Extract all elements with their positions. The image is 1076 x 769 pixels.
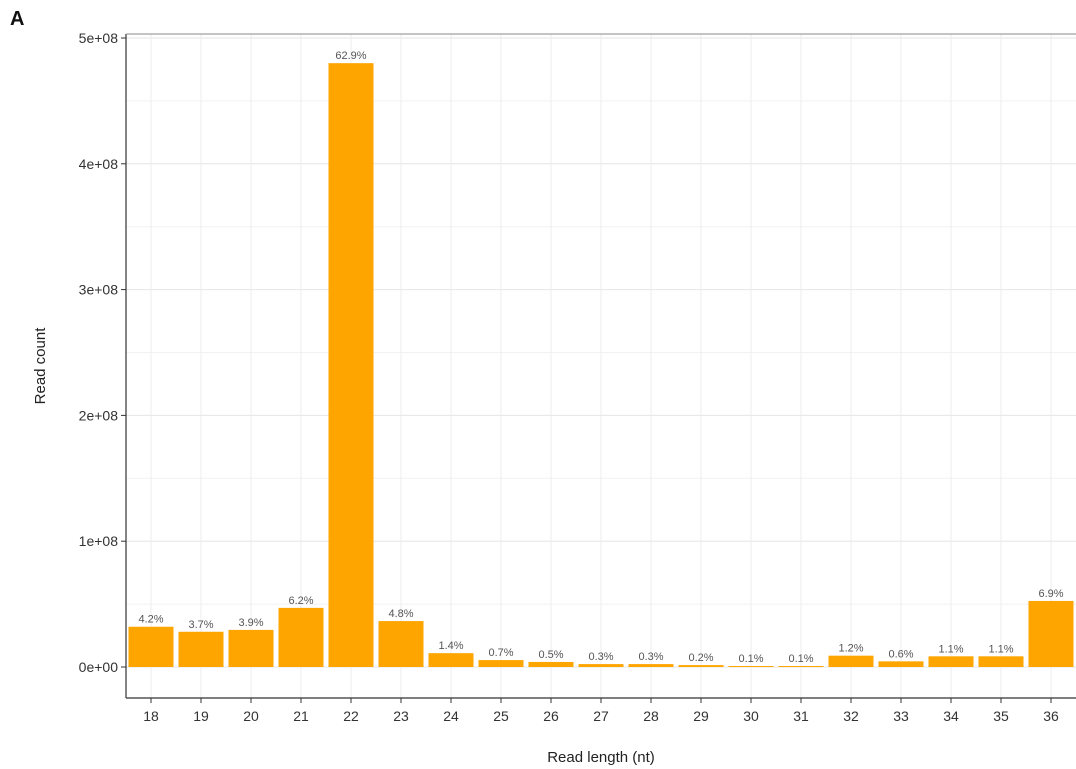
- data-label-22: 62.9%: [335, 50, 366, 62]
- bar-25: [478, 660, 524, 667]
- bar-29: [678, 665, 724, 667]
- bar-32: [828, 655, 874, 667]
- y-tick-label-5: 5e+08: [79, 30, 119, 46]
- bar-26: [528, 661, 574, 667]
- x-tick-label-23: 23: [393, 708, 409, 724]
- x-tick-label-33: 33: [893, 708, 909, 724]
- bar-34: [928, 656, 974, 667]
- bars: [128, 63, 1074, 668]
- data-label-23: 4.8%: [388, 608, 413, 620]
- x-tick-label-19: 19: [193, 708, 209, 724]
- bar-35: [978, 656, 1024, 667]
- data-label-19: 3.7%: [188, 619, 213, 631]
- data-label-20: 3.9%: [238, 617, 263, 629]
- y-tick-label-0: 0e+00: [79, 659, 119, 675]
- data-label-33: 0.6%: [888, 648, 913, 660]
- y-tick-label-1: 1e+08: [79, 533, 119, 549]
- x-tick-label-35: 35: [993, 708, 1009, 724]
- data-label-26: 0.5%: [538, 649, 563, 661]
- data-label-27: 0.3%: [588, 651, 613, 663]
- panel-label: A: [10, 8, 25, 30]
- x-tick-label-21: 21: [293, 708, 309, 724]
- x-tick-label-24: 24: [443, 708, 459, 724]
- data-label-35: 1.1%: [988, 643, 1013, 655]
- data-label-18: 4.2%: [138, 614, 163, 626]
- bar-21: [278, 607, 324, 667]
- y-tick-label-3: 3e+08: [79, 282, 119, 298]
- data-label-30: 0.1%: [738, 653, 763, 665]
- bar-20: [228, 629, 274, 667]
- x-tick-label-27: 27: [593, 708, 609, 724]
- x-tick-label-18: 18: [143, 708, 159, 724]
- x-tick-label-34: 34: [943, 708, 959, 724]
- data-label-32: 1.2%: [838, 643, 863, 655]
- bar-23: [378, 621, 424, 667]
- bar-33: [878, 661, 924, 667]
- data-label-21: 6.2%: [288, 595, 313, 607]
- data-label-34: 1.1%: [938, 643, 963, 655]
- data-label-29: 0.2%: [688, 652, 713, 664]
- x-tick-label-29: 29: [693, 708, 709, 724]
- x-tick-label-22: 22: [343, 708, 359, 724]
- axes: 18 19 20 21 22 23 24 25 26 27 28 29 30 31 32 33 34 35 36 0e…: [79, 30, 1076, 724]
- bar-24: [428, 653, 474, 667]
- x-tick-label-30: 30: [743, 708, 759, 724]
- x-tick-label-20: 20: [243, 708, 259, 724]
- bar-18: [128, 626, 174, 667]
- x-tick-label-31: 31: [793, 708, 809, 724]
- grid: [126, 34, 1076, 698]
- x-tick-label-26: 26: [543, 708, 559, 724]
- bar-28: [628, 664, 674, 667]
- bar-36: [1028, 600, 1074, 667]
- data-labels: 4.2% 3.7% 3.9% 6.2% 62.9% 4.8% 1.4% 0.7% 0.5% 0.3…: [138, 50, 1063, 665]
- bar-27: [578, 664, 624, 667]
- y-axis-title: Read count: [32, 327, 49, 405]
- bar-30: [728, 665, 774, 667]
- data-label-31: 0.1%: [788, 653, 813, 665]
- data-label-24: 1.4%: [438, 640, 463, 652]
- y-tick-label-2: 2e+08: [79, 407, 119, 423]
- data-label-25: 0.7%: [488, 647, 513, 659]
- data-label-36: 6.9%: [1038, 588, 1063, 600]
- data-label-28: 0.3%: [638, 651, 663, 663]
- bar-19: [178, 631, 224, 667]
- x-tick-label-32: 32: [843, 708, 859, 724]
- y-tick-label-4: 4e+08: [79, 156, 119, 172]
- bar-31: [778, 665, 824, 667]
- x-tick-label-36: 36: [1043, 708, 1059, 724]
- bar-22: [328, 63, 374, 668]
- x-tick-label-28: 28: [643, 708, 659, 724]
- x-axis-title: Read length (nt): [547, 749, 655, 766]
- x-tick-label-25: 25: [493, 708, 509, 724]
